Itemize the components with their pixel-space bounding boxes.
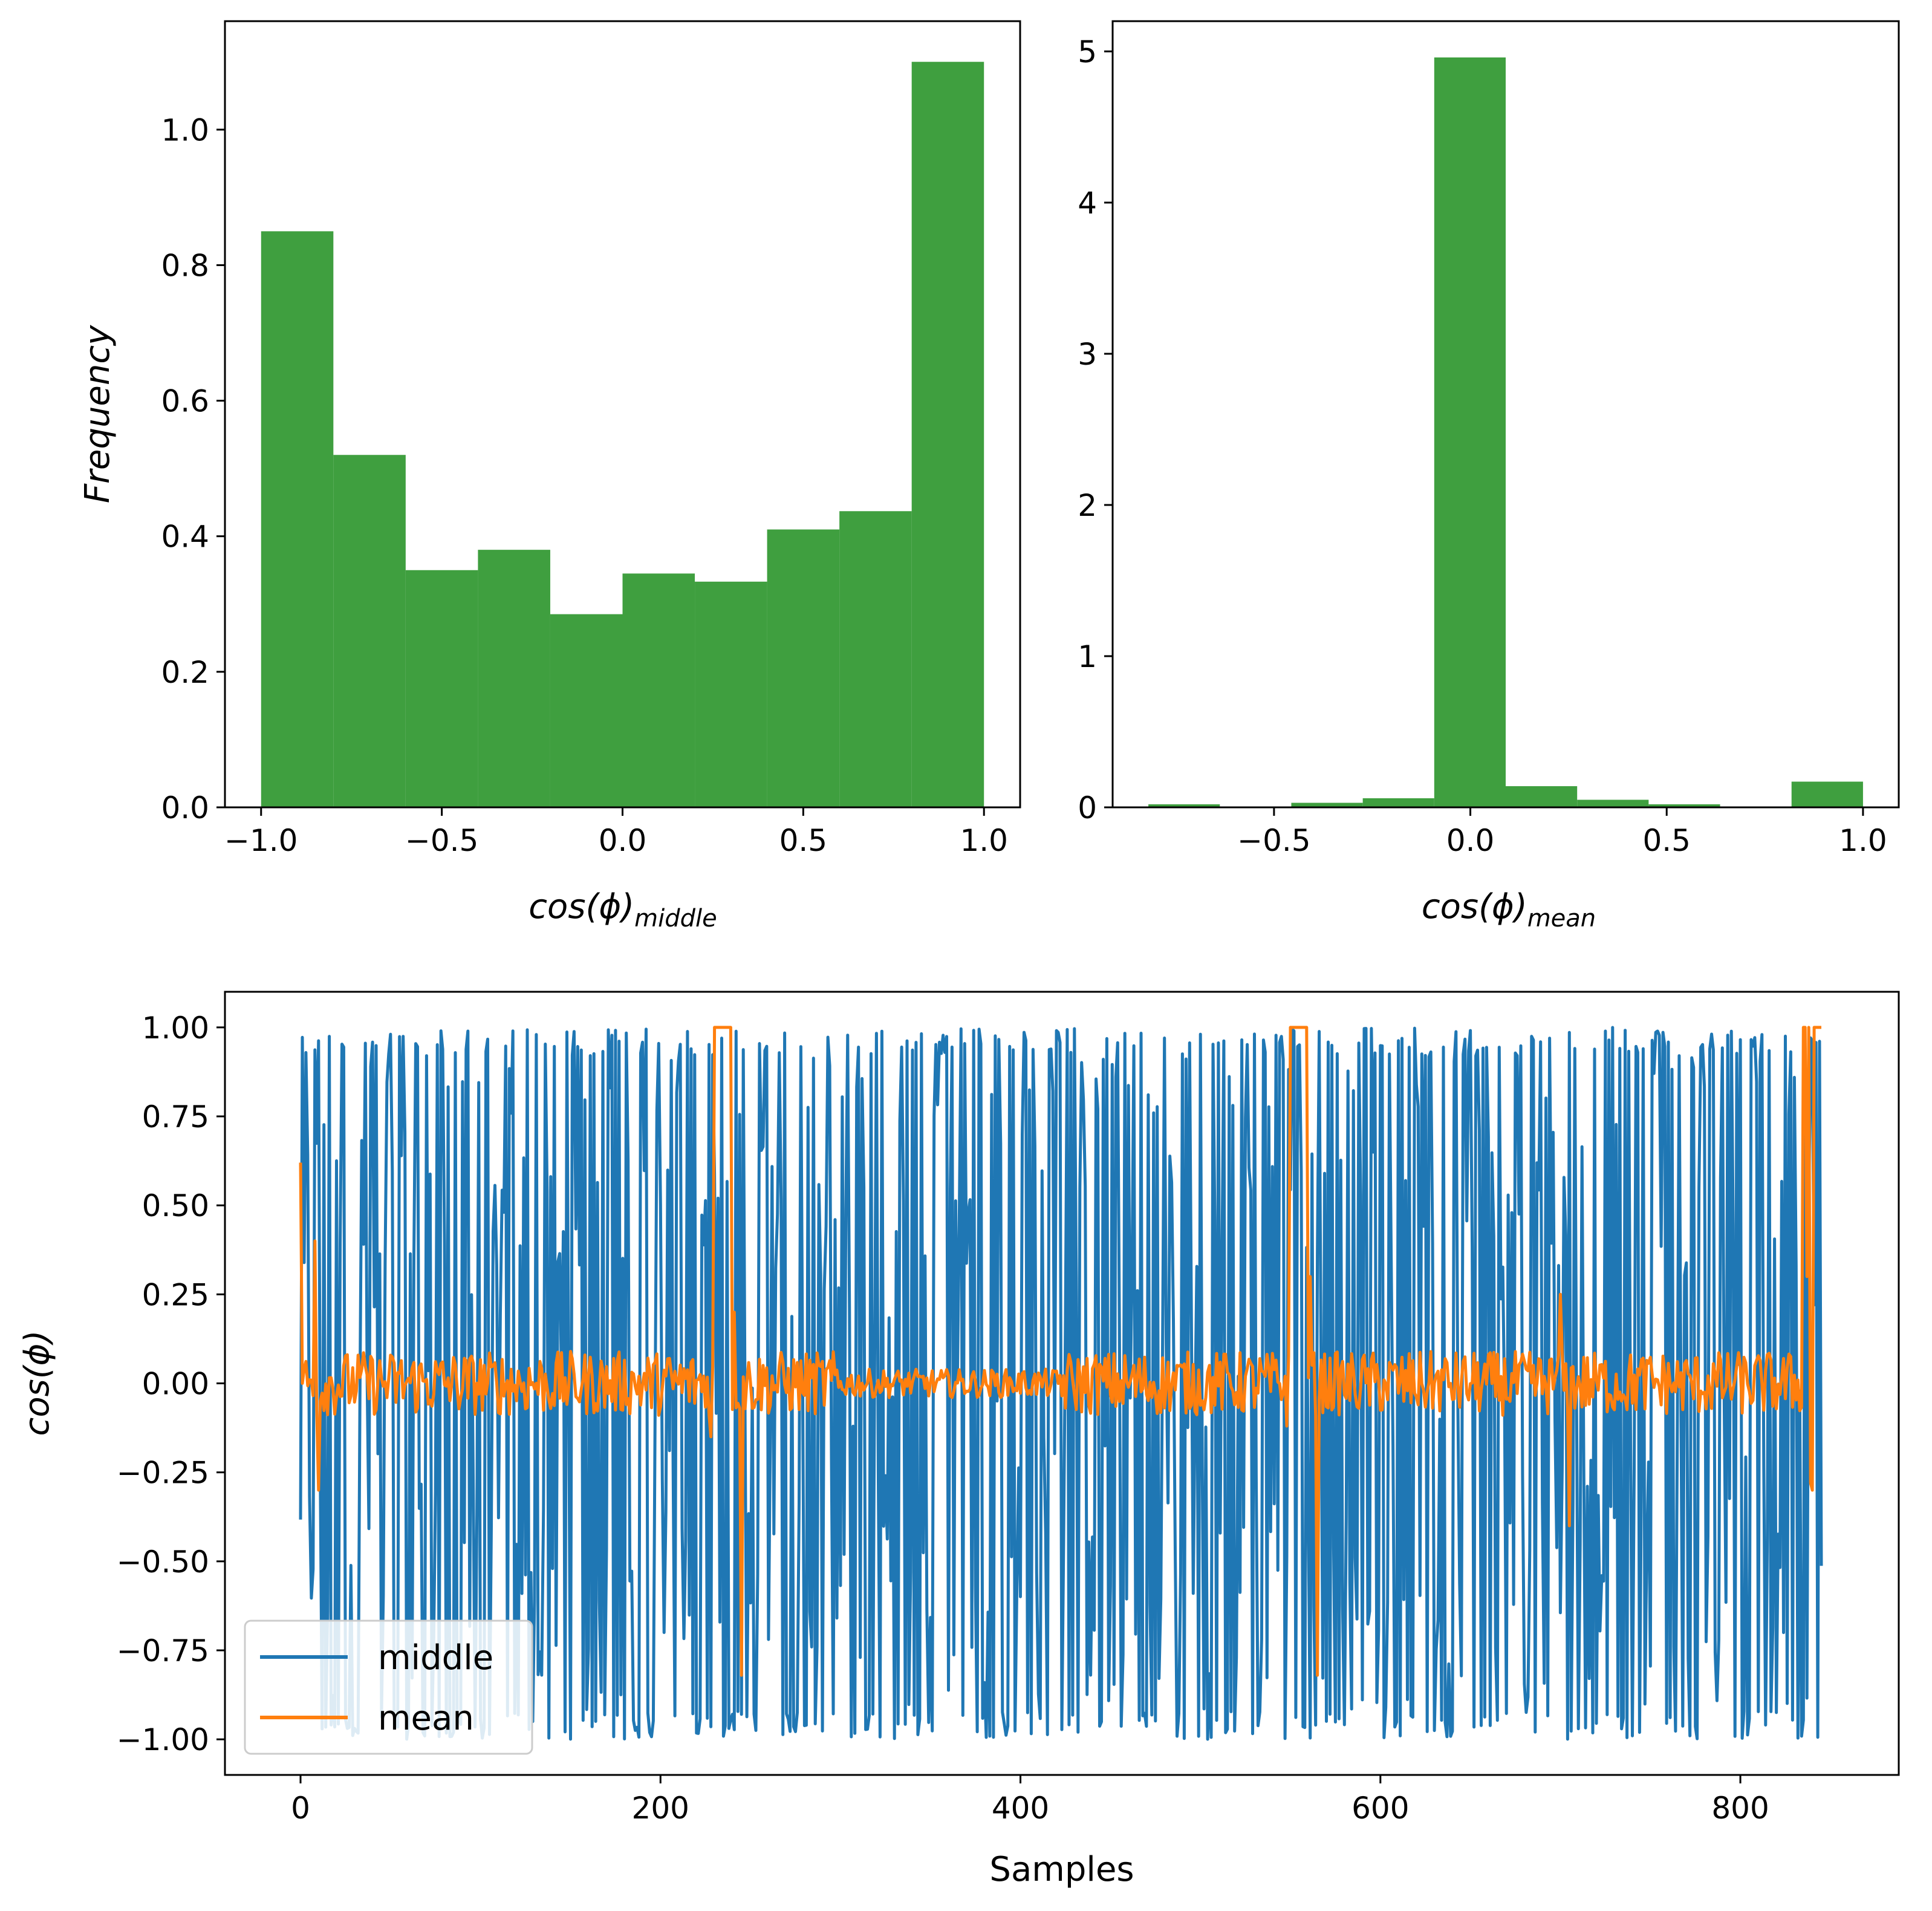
ts-x-tick-label: 200 [632,1791,689,1826]
hm-y-tick-label: 0.8 [161,248,209,283]
ts-y-tick-label: 0.75 [142,1099,209,1135]
hn-y-tick-label: 4 [1078,186,1097,221]
timeseries-x-ticks: 0 200 400 600 800 [291,1775,1769,1826]
hm-y-tick-label: 0.0 [161,790,209,825]
legend: middle mean [244,1620,533,1755]
hm-bar [333,455,406,807]
hn-x-tick-label: −0.5 [1237,823,1310,858]
hm-bar [478,550,550,807]
ts-y-tick-label: −0.25 [117,1456,209,1491]
hist-mean-panel: −0.5 0.0 0.5 1.0 0 1 2 3 4 5 cos(ϕ)mean [1078,20,1900,933]
hist-middle-bars [261,62,984,808]
hm-y-tick-label: 0.2 [161,655,209,690]
hm-x-tick-label: −1.0 [224,823,298,858]
hist-mean-x-ticks: −0.5 0.0 0.5 1.0 [1237,807,1887,858]
hn-x-tick-label: 0.0 [1446,823,1495,858]
hm-x-tick-label: 0.0 [599,823,647,858]
ts-y-tick-label: 0.50 [142,1188,209,1223]
hm-bar [622,573,695,807]
ts-x-tick-label: 800 [1711,1791,1769,1826]
ts-x-tick-label: 0 [291,1791,310,1826]
hm-y-tick-label: 1.0 [161,112,209,148]
hist-mean-frame [1111,20,1900,809]
hm-x-tick-label: −0.5 [405,823,478,858]
legend-box [244,1620,533,1755]
hm-x-tick-label: 0.5 [779,823,828,858]
hn-bar [1506,786,1578,807]
hm-bar [405,570,478,807]
hist-mean-y-ticks: 0 1 2 3 4 5 [1078,34,1113,825]
hn-y-tick-label: 3 [1078,337,1097,372]
hn-bar [1648,804,1720,807]
hn-bar [1148,804,1220,807]
ts-y-tick-label: 1.00 [142,1011,209,1046]
legend-label-mean: mean [378,1699,474,1738]
hist-mean-bars [1148,57,1863,807]
hm-bar [550,614,623,807]
hn-y-tick-label: 1 [1078,639,1097,674]
hn-bar [1791,781,1863,807]
hn-x-tick-label: 0.5 [1642,823,1691,858]
hn-bar [1291,802,1363,807]
hn-y-tick-label: 2 [1078,488,1097,523]
legend-label-middle: middle [378,1638,493,1678]
hn-bar [1577,799,1649,807]
ts-y-tick-label: 0.25 [142,1277,209,1312]
hm-bar [261,231,334,807]
hist-middle-x-label: cos(ϕ)middle [529,887,717,933]
hist-middle-y-label: Frequency [78,325,117,503]
timeseries-y-ticks: 1.00 0.75 0.50 0.25 0.00 −0.25 −0.50 −0.75 −1.00 [117,1011,225,1757]
ts-x-tick-label: 600 [1351,1791,1409,1826]
hn-y-tick-label: 0 [1078,790,1097,825]
ts-y-tick-label: −1.00 [117,1722,209,1757]
hm-bar [911,62,984,808]
hn-bar [1434,57,1506,807]
hist-mean-x-label: cos(ϕ)mean [1422,887,1596,933]
ts-y-tick-label: −0.50 [117,1545,209,1580]
hn-bar [1362,798,1434,807]
hm-bar [767,529,840,807]
timeseries-y-label: cos(ϕ) [18,1330,57,1436]
timeseries-x-label: Samples [989,1850,1134,1889]
timeseries-panel: 0 200 400 600 800 1.00 0.75 0.50 0.25 0.00 −0.25 −… [18,991,1900,1889]
hn-y-tick-label: 5 [1078,34,1097,70]
hm-bar [695,581,767,807]
hist-middle-panel: −1.0 −0.5 0.0 0.5 1.0 0.0 0.2 0.4 0.6 0.8 1.0 cos… [78,20,1021,933]
ts-y-tick-label: 0.00 [142,1367,209,1402]
hm-y-tick-label: 0.6 [161,384,209,419]
hm-y-tick-label: 0.4 [161,519,209,555]
hist-middle-x-ticks: −1.0 −0.5 0.0 0.5 1.0 [224,807,1008,858]
ts-y-tick-label: −0.75 [117,1633,209,1668]
ts-x-tick-label: 400 [992,1791,1049,1826]
hm-x-tick-label: 1.0 [960,823,1008,858]
series-line-mean [299,1026,1821,1677]
hm-bar [839,511,912,807]
hist-middle-y-ticks: 0.0 0.2 0.4 0.6 0.8 1.0 [161,112,225,825]
hn-x-tick-label: 1.0 [1839,823,1887,858]
